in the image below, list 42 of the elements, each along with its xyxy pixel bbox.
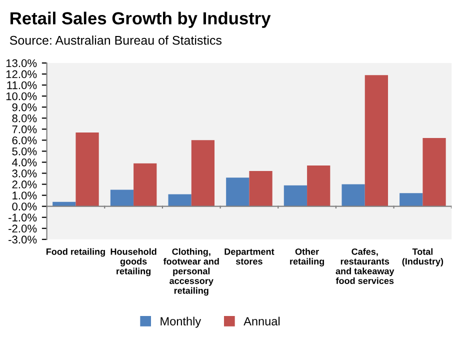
y-tick-label: 9.0% [12, 103, 37, 112]
bar [307, 166, 330, 206]
bar [134, 163, 157, 206]
bar [284, 185, 308, 206]
y-tick-label: -1.0% [8, 214, 37, 222]
y-tick-label: 8.0% [12, 114, 37, 122]
bar [168, 194, 192, 206]
legend-label: Monthly [160, 316, 202, 328]
y-tick-label: 11.0% [7, 81, 37, 90]
bar [364, 75, 388, 206]
legend-label: Annual [244, 316, 280, 326]
y-tick-label: 10.0% [6, 92, 37, 100]
bar [110, 190, 134, 206]
x-tick-label: Food retailing [46, 248, 105, 257]
bar [76, 132, 99, 206]
y-tick-label: 6.0% [12, 136, 37, 144]
x-tick-label: Other retailing [290, 248, 324, 266]
y-tick-label: 5.0% [12, 147, 37, 156]
y-tick-label: 4.0% [12, 158, 37, 166]
chart-subtitle: Source: Australian Bureau of Statistics [10, 36, 222, 45]
x-tick-label: Clothing, footwear and personal accessory retailing [163, 248, 219, 296]
y-tick-label: 12.0% [6, 70, 37, 78]
y-tick-label: 2.0% [12, 180, 37, 188]
y-tick-label: -3.0% [8, 236, 37, 244]
y-tick-label: -2.0% [8, 224, 37, 233]
x-tick-label: Household goods retailing [110, 248, 156, 276]
y-tick-label: 0.0% [12, 202, 37, 210]
bar [400, 193, 423, 206]
bar [191, 140, 215, 206]
bar [52, 202, 76, 206]
bar [422, 138, 446, 206]
bar [249, 171, 272, 206]
x-tick-label: Cafes, restaurants and takeaway food services [336, 248, 394, 284]
x-tick-label: Total (Industry) [402, 248, 444, 266]
y-tick-label: 7.0% [12, 125, 37, 134]
y-tick-label: 3.0% [12, 170, 37, 178]
y-tick-label: 13.0% [6, 59, 37, 68]
bar [226, 178, 250, 206]
y-tick-label: 1.0% [12, 192, 37, 200]
chart-title: Retail Sales Growth by Industry [10, 12, 271, 28]
x-tick-label: Department stores [224, 248, 274, 265]
bar [342, 184, 365, 206]
